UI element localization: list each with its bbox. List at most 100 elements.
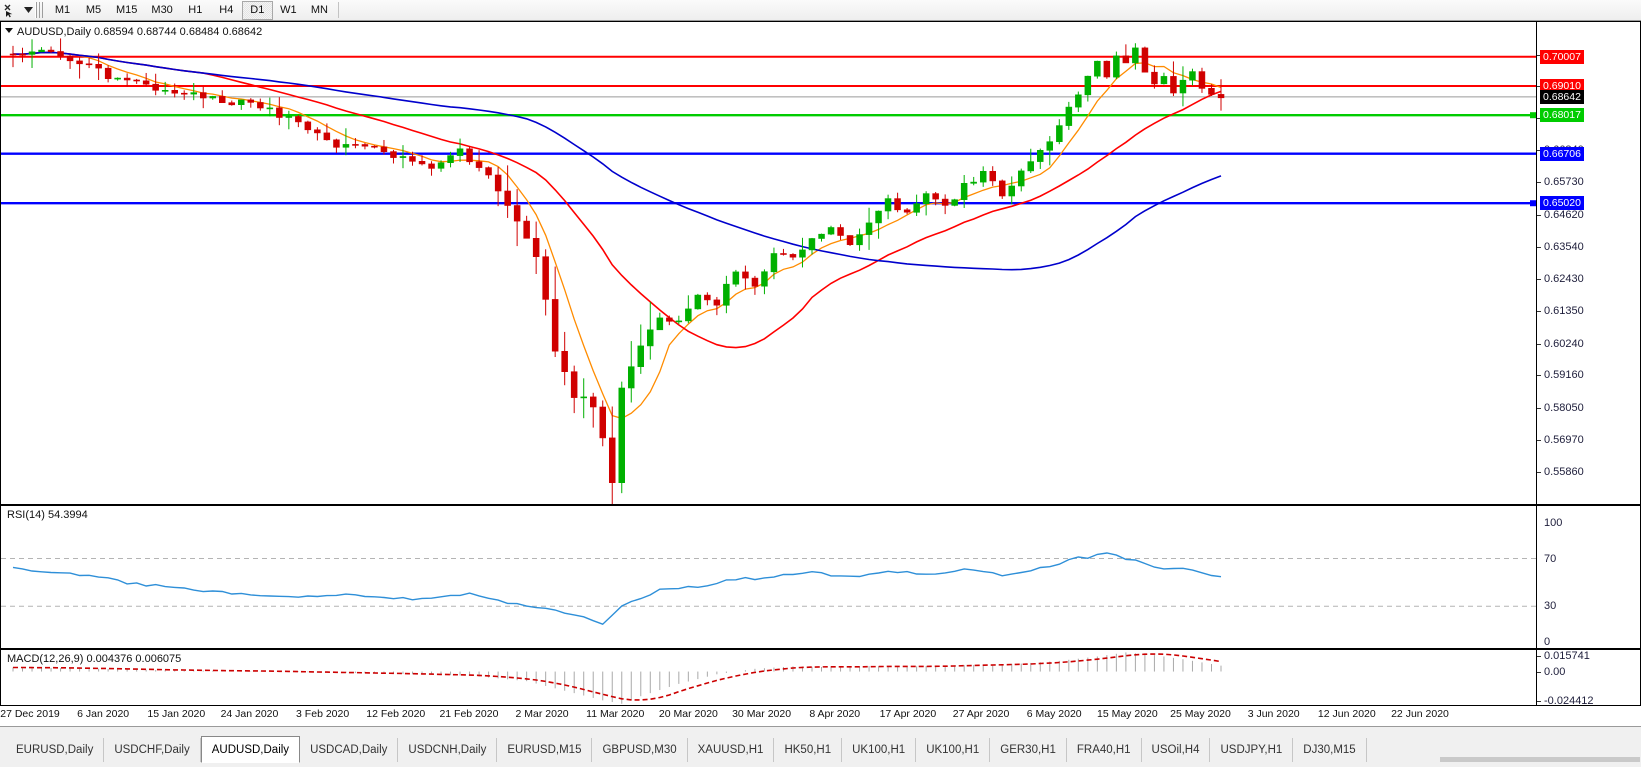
chart-tab-audusd-daily[interactable]: AUDUSD,Daily <box>200 736 301 763</box>
chart-tab-ger30-h1[interactable]: GER30,H1 <box>990 738 1067 762</box>
date-axis-label: 30 Mar 2020 <box>732 708 792 720</box>
macd-pane-header: MACD(12,26,9) 0.004376 0.006075 <box>7 653 182 665</box>
chart-tab-fra40-h1[interactable]: FRA40,H1 <box>1066 738 1142 762</box>
date-axis-label: 27 Dec 2019 <box>0 708 60 720</box>
price-plot[interactable] <box>1 22 1536 504</box>
rsi-scale-label: 100 <box>1544 516 1563 529</box>
price-scale-label: 0.63540 <box>1544 240 1584 253</box>
timeframe-button-m5[interactable]: M5 <box>85 4 102 16</box>
timeframe-button-h4[interactable]: H4 <box>219 4 234 16</box>
chart-tab-uk100-h1[interactable]: UK100,H1 <box>916 738 991 762</box>
timeframe-button-d1[interactable]: D1 <box>241 0 273 20</box>
price-scale-tick <box>1537 439 1541 441</box>
date-axis-label: 3 Jun 2020 <box>1247 708 1300 720</box>
date-axis-label: 2 Mar 2020 <box>515 708 569 720</box>
triangle-down-icon[interactable] <box>5 28 13 33</box>
price-level-label-support-line[interactable]: 0.65020 <box>1540 196 1584 211</box>
price-scale-tick <box>1537 54 1541 56</box>
rsi-pane-header: RSI(14) 54.3994 <box>7 509 88 521</box>
toolbar-grip-icon[interactable] <box>35 2 44 18</box>
price-scale-label: 0.65730 <box>1544 176 1584 189</box>
price-scale-label: 0.58050 <box>1544 401 1584 414</box>
price-scale-label: 0.60240 <box>1544 337 1584 350</box>
date-axis-label: 15 Jan 2020 <box>147 708 206 720</box>
macd-scale-label: -0.024412 <box>1544 695 1594 707</box>
timeframe-button-mn[interactable]: MN <box>310 4 328 16</box>
rsi-scale-label: 0 <box>1544 636 1551 648</box>
price-scale-label: 0.55860 <box>1544 466 1584 479</box>
chart-tab-hk50-h1[interactable]: HK50,H1 <box>774 738 843 762</box>
price-pane-header: AUDUSD,Daily 0.68594 0.68744 0.68484 0.6… <box>17 26 263 38</box>
chevron-down-icon[interactable] <box>22 0 34 20</box>
timeframe-button-m30[interactable]: M30 <box>151 4 173 16</box>
rsi-plot[interactable] <box>1 506 1536 648</box>
date-axis-label: 11 Mar 2020 <box>586 708 645 720</box>
chart-tab-uk100-h1[interactable]: UK100,H1 <box>842 738 917 762</box>
chart-tab-eurusd-m15[interactable]: EURUSD,M15 <box>497 738 593 762</box>
macd-scale-tick <box>1537 701 1541 702</box>
date-axis-label: 21 Feb 2020 <box>439 708 499 720</box>
price-scale-tick <box>1537 279 1541 281</box>
chart-tab-usoil-h4[interactable]: USOil,H4 <box>1141 738 1211 762</box>
date-axis-label: 3 Feb 2020 <box>296 708 350 720</box>
date-axis-label: 17 Apr 2020 <box>879 708 937 720</box>
price-level-label-current-price[interactable]: 0.68642 <box>1540 89 1584 104</box>
price-scale-tick <box>1537 214 1541 216</box>
chart-area[interactable]: AUDUSD,Daily 0.68594 0.68744 0.68484 0.6… <box>0 21 1641 707</box>
timeframe-button-group: M1 M5 M15 M30 H1 H4 D1 W1 MN <box>47 0 335 20</box>
price-scale[interactable]: 0.700800.690000.679200.668400.657300.646… <box>1536 22 1640 504</box>
price-scale-tick <box>1537 375 1541 377</box>
macd-plot[interactable] <box>1 650 1536 705</box>
timeframe-button-w1[interactable]: W1 <box>280 4 297 16</box>
chart-tab-usdcnh-daily[interactable]: USDCNH,Daily <box>398 738 498 762</box>
price-scale-tick <box>1537 407 1541 409</box>
toolbar-separator <box>337 2 339 18</box>
price-level-label-resistance-line[interactable]: 0.70007 <box>1540 49 1584 64</box>
date-axis-label: 24 Jan 2020 <box>220 708 279 720</box>
chart-tab-dj30-m15[interactable]: DJ30,M15 <box>1293 738 1367 762</box>
price-scale-tick <box>1537 118 1541 120</box>
horizontal-scrollbar-thumb[interactable] <box>1440 757 1640 762</box>
macd-scale: 0.015741 0.00 -0.024412 <box>1536 650 1640 707</box>
chart-tab-eurusd-daily[interactable]: EURUSD,Daily <box>6 738 105 762</box>
macd-chart-svg <box>12 652 1222 704</box>
price-scale-tick <box>1537 149 1541 151</box>
timeframe-button-h1[interactable]: H1 <box>188 4 203 16</box>
macd-scale-label: 0.015741 <box>1544 650 1590 662</box>
price-scale-label: 0.56970 <box>1544 433 1584 446</box>
rsi-pane[interactable]: RSI(14) 54.3994 100 70 30 0 <box>0 505 1641 649</box>
date-axis-label: 27 Apr 2020 <box>952 708 1010 720</box>
macd-pane[interactable]: MACD(12,26,9) 0.004376 0.006075 0.015741… <box>0 649 1641 707</box>
price-level-label-support-line[interactable]: 0.68017 <box>1540 108 1584 123</box>
macd-scale-label: 0.00 <box>1544 665 1566 678</box>
chart-tab-usdchf-daily[interactable]: USDCHF,Daily <box>104 738 201 762</box>
macd-scale-tick <box>1537 671 1541 673</box>
rsi-chart-svg <box>1 552 1536 626</box>
date-axis-label: 15 May 2020 <box>1097 708 1158 720</box>
chart-tab-xauusd-h1[interactable]: XAUUSD,H1 <box>687 738 775 762</box>
price-scale-tick <box>1537 86 1541 88</box>
price-scale-label: 0.64620 <box>1544 208 1584 221</box>
chart-tab-usdcad-daily[interactable]: USDCAD,Daily <box>300 738 399 762</box>
chart-tab-gbpusd-m30[interactable]: GBPUSD,M30 <box>592 738 688 762</box>
date-axis-label: 12 Jun 2020 <box>1317 708 1376 720</box>
macd-scale-tick <box>1537 656 1541 657</box>
crosshair-cursor-icon[interactable] <box>0 0 22 20</box>
price-level-label-resistance-line[interactable]: 0.69010 <box>1540 79 1584 94</box>
rsi-scale-label: 30 <box>1544 600 1557 613</box>
date-axis-label: 25 May 2020 <box>1170 708 1231 720</box>
chart-tab-usdjpy-h1[interactable]: USDJPY,H1 <box>1210 738 1294 762</box>
price-scale-tick <box>1537 311 1541 313</box>
price-level-label-support-line[interactable]: 0.66706 <box>1540 146 1584 161</box>
date-axis-label: 12 Feb 2020 <box>366 708 426 720</box>
price-pane[interactable]: AUDUSD,Daily 0.68594 0.68744 0.68484 0.6… <box>0 21 1641 505</box>
chart-tab-bar[interactable]: EURUSD,Daily USDCHF,Daily AUDUSD,Daily USDC… <box>0 726 1641 767</box>
date-axis-label: 6 May 2020 <box>1026 708 1082 720</box>
date-axis[interactable]: 27 Dec 2019 6 Jan 2020 15 Jan 2020 24 Jan 2… <box>0 706 1641 726</box>
date-axis-label: 8 Apr 2020 <box>809 708 861 720</box>
price-scale-label: 0.59160 <box>1544 369 1584 382</box>
timeframe-button-m1[interactable]: M1 <box>54 4 71 16</box>
timeframe-button-m15[interactable]: M15 <box>116 4 138 16</box>
price-chart-svg <box>1 38 1536 504</box>
